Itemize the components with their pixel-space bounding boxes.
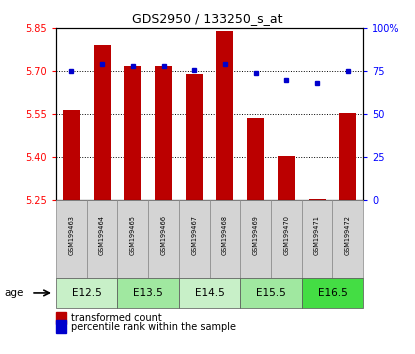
- Text: E12.5: E12.5: [72, 288, 102, 298]
- Text: GSM199470: GSM199470: [283, 216, 289, 255]
- Bar: [278, 156, 295, 200]
- Bar: [247, 119, 264, 200]
- Bar: [309, 199, 325, 200]
- Text: GSM199472: GSM199472: [345, 216, 351, 255]
- Text: E16.5: E16.5: [317, 288, 347, 298]
- Text: GSM199466: GSM199466: [161, 216, 166, 255]
- Bar: [63, 110, 80, 200]
- Bar: [94, 45, 110, 200]
- Bar: [155, 65, 172, 200]
- Bar: [217, 31, 233, 200]
- Text: GSM199468: GSM199468: [222, 216, 228, 255]
- Text: E15.5: E15.5: [256, 288, 286, 298]
- Text: GDS2950 / 133250_s_at: GDS2950 / 133250_s_at: [132, 12, 283, 25]
- Bar: [339, 113, 356, 200]
- Text: transformed count: transformed count: [71, 313, 161, 323]
- Text: GSM199467: GSM199467: [191, 216, 197, 255]
- Text: GSM199471: GSM199471: [314, 216, 320, 255]
- Text: E13.5: E13.5: [133, 288, 163, 298]
- Text: GSM199464: GSM199464: [99, 216, 105, 255]
- Bar: [124, 65, 141, 200]
- Text: GSM199463: GSM199463: [68, 216, 74, 255]
- Bar: [186, 74, 203, 200]
- Text: age: age: [4, 288, 24, 298]
- Text: GSM199465: GSM199465: [130, 216, 136, 255]
- Text: GSM199469: GSM199469: [253, 216, 259, 255]
- Text: percentile rank within the sample: percentile rank within the sample: [71, 321, 236, 332]
- Text: E14.5: E14.5: [195, 288, 225, 298]
